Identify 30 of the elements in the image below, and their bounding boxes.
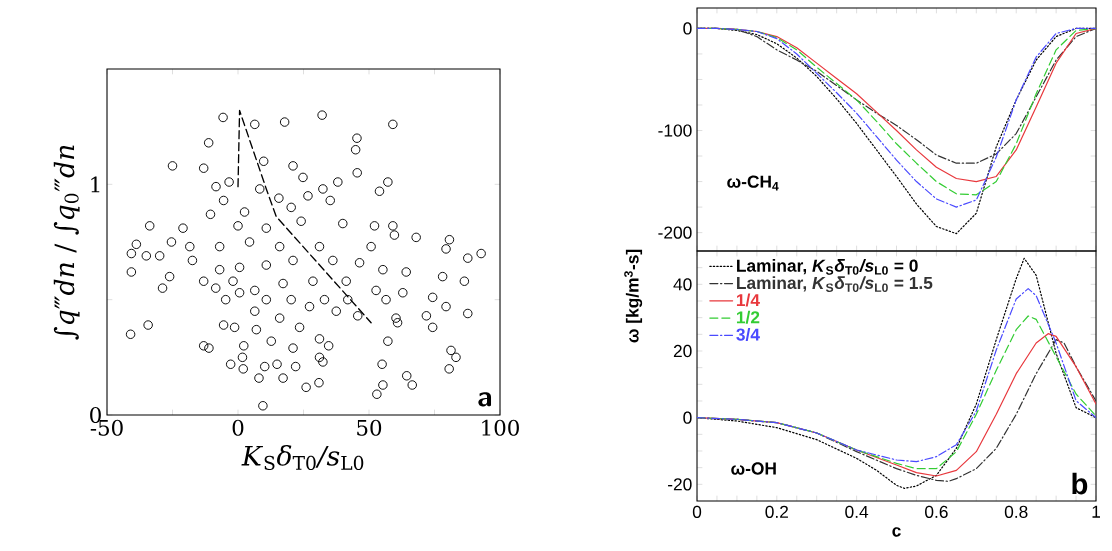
x-axis-title: c [892,527,901,537]
y-tick-label: -20 [668,478,692,491]
annotation: ω-OH [731,462,776,475]
y-tick-label: -100 [658,124,692,137]
legend-label: 1/2 [736,310,760,324]
annotation: b [1072,472,1088,495]
x-tick-label: 0.8 [1004,505,1028,518]
y-tick-label: 0 [683,411,692,424]
legend-label: Laminar, K$_{S}$δ$_{T0}$/s$_{L0}$ = 1.5 [737,276,933,292]
legend-label: 3/4 [736,328,760,341]
line-series [237,109,372,324]
annotation: a [478,392,492,407]
x-tick-label: 0.4 [845,505,869,518]
x-tick-label: 50 [357,419,382,436]
annotation: ω-CH$_{4}$ [727,175,779,191]
y-tick-label: 0 [683,22,692,35]
x-tick-label: 0 [692,505,702,518]
x-tick-label: 0 [232,419,244,436]
legend-label: Laminar, K$_{S}$δ$_{T0}$/s$_{L0}$ = 0 [737,259,918,275]
x-tick-label: 0.6 [925,505,948,518]
legend-label: 1/4 [736,293,760,307]
x-tick-label: 0.2 [765,505,788,518]
y-tick-label: -200 [658,226,692,239]
y-axis-title: ω [kg/m$^{3}$-s] [624,249,643,343]
x-tick-label: 1 [1092,505,1100,518]
text: ∫q‴dn / ∫q$_{0}$‴dn [53,145,80,340]
x-tick-label: 100 [482,419,519,436]
x-axis-title: K$_{S}$δ$_{T0}$/s$_{L0}$ [241,444,364,471]
y-tick-label: 20 [673,344,692,358]
y-tick-label: 40 [673,278,692,291]
